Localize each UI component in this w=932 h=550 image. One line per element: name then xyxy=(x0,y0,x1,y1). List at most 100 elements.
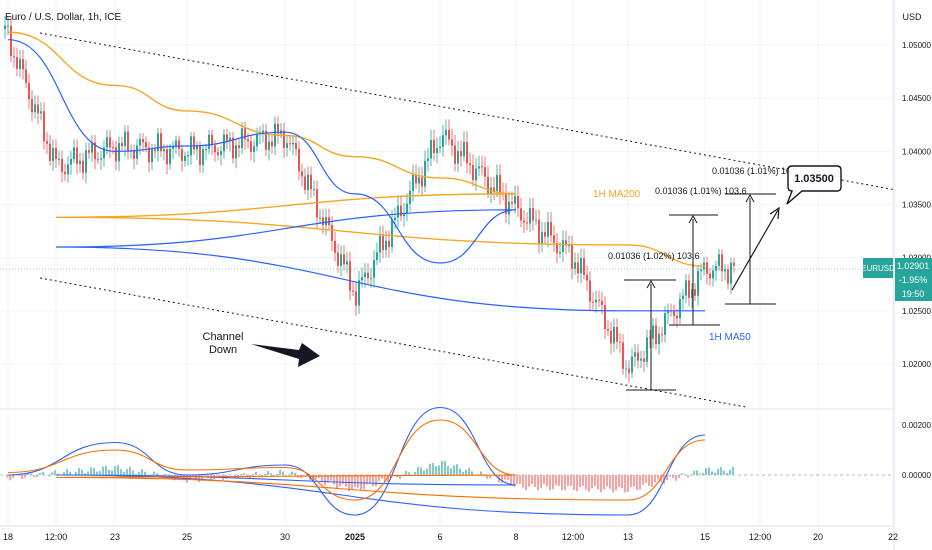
x-tick-label: 22 xyxy=(888,532,898,542)
candle-body xyxy=(442,135,444,147)
candle-body xyxy=(334,240,336,253)
candle-body xyxy=(16,57,18,69)
candle-body xyxy=(19,59,21,69)
candle-body xyxy=(301,171,303,177)
histogram-bar xyxy=(204,475,206,476)
candle-body xyxy=(655,325,657,345)
target-callout[interactable] xyxy=(786,165,842,205)
histogram-bar xyxy=(627,475,629,492)
histogram-bar xyxy=(183,475,185,481)
histogram-bar xyxy=(528,475,530,487)
candle-body xyxy=(271,141,273,147)
candle-body xyxy=(76,147,78,165)
macd-y-tick-label: 0.00000 xyxy=(902,471,931,480)
histogram-bar xyxy=(708,467,710,475)
histogram-bar xyxy=(366,475,368,485)
y-tick-label: 1.02000 xyxy=(902,360,931,369)
candle-body xyxy=(61,159,63,172)
x-tick-label: 13 xyxy=(623,532,633,542)
candle-body xyxy=(232,137,234,159)
macd-y-tick-label: 0.00200 xyxy=(902,421,931,430)
histogram-bar xyxy=(531,475,533,485)
candle-body xyxy=(118,142,120,162)
candle-body xyxy=(706,262,708,274)
candle-body xyxy=(211,134,213,146)
candle-body xyxy=(253,146,255,153)
histogram-bar xyxy=(108,469,110,475)
histogram-bar xyxy=(729,469,731,475)
candle-body xyxy=(646,337,648,362)
histogram-bar xyxy=(102,466,104,475)
histogram-bar xyxy=(480,471,482,475)
y-tick-label: 1.02500 xyxy=(902,307,931,316)
channel-upper-line[interactable] xyxy=(39,32,897,191)
histogram-bar xyxy=(444,461,446,475)
histogram-bar xyxy=(435,466,437,475)
candle-body xyxy=(37,104,39,114)
price-tag[interactable]: EURUSD 1.02901 -1.95% 19:50 xyxy=(861,258,932,301)
histogram-bar xyxy=(51,472,53,475)
histogram-bar xyxy=(462,472,464,475)
candle-body xyxy=(79,160,81,165)
candle-body xyxy=(568,245,570,247)
candle-body xyxy=(697,271,699,296)
candle-body xyxy=(691,289,693,298)
histogram-bar xyxy=(345,475,347,487)
candle-body xyxy=(460,151,462,157)
histogram-bar xyxy=(126,468,128,475)
x-tick-label: 2025 xyxy=(345,532,365,542)
candle-body xyxy=(43,111,45,141)
histogram-bar xyxy=(327,475,329,483)
histogram-bar xyxy=(501,475,503,483)
candle-body xyxy=(64,171,66,175)
signal-line xyxy=(7,419,706,501)
candle-body xyxy=(340,254,342,266)
histogram-bar xyxy=(465,469,467,475)
histogram-bar xyxy=(324,475,326,486)
candle-body xyxy=(418,177,420,184)
histogram-bar xyxy=(546,475,548,487)
histogram-bar xyxy=(489,475,491,479)
candle-body xyxy=(202,149,204,165)
histogram-bar xyxy=(516,475,518,484)
histogram-bar xyxy=(570,475,572,486)
candle-body xyxy=(643,358,645,362)
candle-body xyxy=(295,142,297,150)
candle-body xyxy=(676,315,678,319)
y-tick-label: 1.04500 xyxy=(902,94,931,103)
candle-body xyxy=(463,142,465,157)
histogram-bar xyxy=(600,475,602,493)
candle-body xyxy=(304,176,306,190)
candle-body xyxy=(631,356,633,373)
histogram-bar xyxy=(657,475,659,480)
candle-body xyxy=(142,139,144,143)
histogram-bar xyxy=(666,475,668,481)
candle-body xyxy=(424,160,426,187)
histogram-bar xyxy=(573,475,575,491)
candle-body xyxy=(592,301,594,303)
candle-body xyxy=(700,269,702,272)
candle-body xyxy=(109,137,111,148)
histogram-bar xyxy=(639,475,641,490)
histogram-bar xyxy=(651,475,653,487)
candle-body xyxy=(613,326,615,344)
candle-body xyxy=(46,140,48,144)
candle-body xyxy=(427,158,429,161)
candle-body xyxy=(286,143,288,148)
candle-body xyxy=(319,217,321,219)
histogram-bar xyxy=(504,475,506,480)
histogram-bar xyxy=(267,470,269,475)
histogram-bar xyxy=(150,474,152,476)
candle-body xyxy=(184,155,186,161)
candle-body xyxy=(178,140,180,150)
candle-body xyxy=(658,334,660,345)
candle-body xyxy=(28,83,30,100)
histogram-bar xyxy=(585,475,587,490)
candle-body xyxy=(67,164,69,175)
histogram-bar xyxy=(228,474,230,476)
channel-lower-line[interactable] xyxy=(39,277,747,408)
histogram-bar xyxy=(339,475,341,487)
histogram-bar xyxy=(588,475,590,492)
histogram-bar xyxy=(381,475,383,479)
